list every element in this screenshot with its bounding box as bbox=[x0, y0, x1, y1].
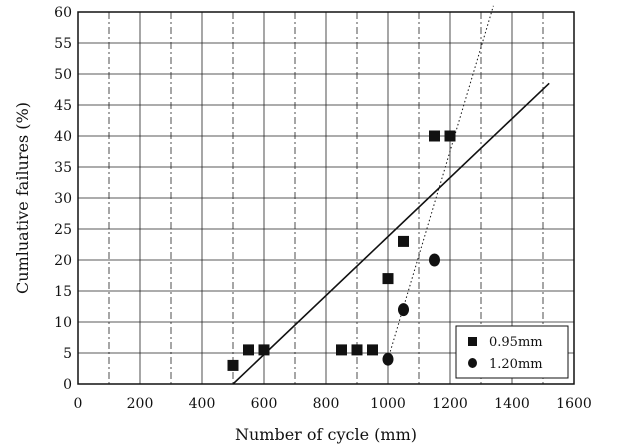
x-tick-label-1600: 1600 bbox=[556, 396, 592, 412]
point-square-2 bbox=[258, 344, 270, 356]
y-tick-label-55: 55 bbox=[54, 36, 72, 52]
legend-marker-circle bbox=[468, 358, 477, 368]
point-square-9 bbox=[444, 130, 456, 142]
fit-lines bbox=[232, 5, 550, 385]
y-tick-label-20: 20 bbox=[54, 253, 72, 269]
y-tick-label-45: 45 bbox=[54, 98, 72, 114]
x-tick-label-400: 400 bbox=[189, 396, 216, 412]
y-tick-label-10: 10 bbox=[54, 315, 72, 331]
point-circle-2 bbox=[429, 253, 440, 267]
legend-box bbox=[455, 325, 569, 379]
point-square-6 bbox=[382, 273, 394, 285]
y-tick-label-35: 35 bbox=[54, 160, 72, 176]
x-tick-label-0: 0 bbox=[74, 396, 83, 412]
point-circle-0 bbox=[382, 352, 394, 366]
x-tick-label-1200: 1200 bbox=[432, 396, 468, 412]
plot-frame bbox=[77, 11, 575, 385]
legend-marker-square bbox=[468, 337, 477, 346]
y-tick-label-60: 60 bbox=[54, 5, 72, 21]
point-square-4 bbox=[351, 344, 363, 356]
x-tick-label-800: 800 bbox=[313, 396, 340, 412]
data-points bbox=[227, 130, 456, 371]
point-square-5 bbox=[367, 344, 378, 356]
point-square-0 bbox=[227, 359, 239, 371]
point-square-1 bbox=[243, 344, 254, 356]
legend-label-120mm: 1.20mm bbox=[489, 357, 543, 372]
legend-label-095mm: 0.95mm bbox=[489, 335, 543, 350]
legend: 0.95mm 1.20mm bbox=[455, 325, 569, 379]
point-square-3 bbox=[336, 344, 347, 356]
x-tick-label-1400: 1400 bbox=[494, 396, 530, 412]
y-tick-label-40: 40 bbox=[54, 129, 72, 145]
fit-line-095mm bbox=[232, 82, 550, 385]
y-tick-label-0: 0 bbox=[63, 377, 72, 393]
y-tick-label-25: 25 bbox=[54, 222, 72, 238]
point-square-8 bbox=[429, 130, 440, 142]
y-tick-label-50: 50 bbox=[54, 67, 72, 83]
y-tick-label-5: 5 bbox=[63, 346, 72, 362]
y-tick-label-15: 15 bbox=[54, 284, 72, 300]
fit-line-120mm bbox=[387, 5, 494, 360]
x-tick-label-600: 600 bbox=[251, 396, 278, 412]
point-square-7 bbox=[398, 235, 409, 247]
x-tick-label-1000: 1000 bbox=[370, 396, 406, 412]
grid bbox=[78, 12, 574, 384]
y-tick-label-30: 30 bbox=[54, 191, 72, 207]
tick-labels: 0 200 400 600 800 1000 1200 1400 1600 0 5 10 15 20 25 3… bbox=[54, 5, 592, 412]
x-tick-label-200: 200 bbox=[127, 396, 154, 412]
point-circle-1 bbox=[398, 303, 409, 317]
y-axis-title: Cumluative failures (%) bbox=[13, 102, 32, 294]
x-axis-title: Number of cycle (mm) bbox=[235, 425, 417, 444]
